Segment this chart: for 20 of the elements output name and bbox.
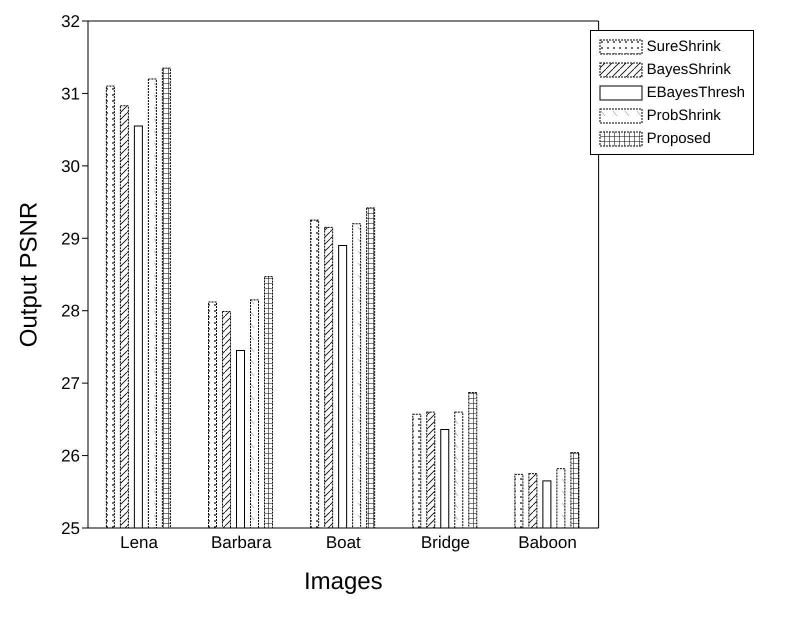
y-tick-label: 32 [61,12,80,32]
y-tick-label: 31 [61,84,80,104]
x-tick-label: Boat [326,533,362,552]
x-tick-label: Lena [120,533,159,552]
y-tick-label: 29 [61,229,80,248]
legend-label: EBayesThresh [646,84,745,101]
y-axis-title: Output PSNR [16,202,43,348]
legend-label: BayesShrink [646,61,731,78]
y-tick-label: 30 [61,156,80,176]
y-tick-label: 25 [61,519,80,538]
y-tick-label: 28 [61,302,80,321]
legend-label: SureShrink [646,38,721,55]
y-tick-label: 27 [61,374,80,394]
legend-label: ProbShrink [646,107,721,124]
x-tick-label: Baboon [518,533,577,552]
legend-label: Proposed [646,130,711,147]
x-tick-label: Bridge [420,533,470,552]
x-axis-title: Images [304,568,383,596]
y-tick-label: 26 [61,446,80,466]
x-tick-label: Barbara [210,533,272,552]
